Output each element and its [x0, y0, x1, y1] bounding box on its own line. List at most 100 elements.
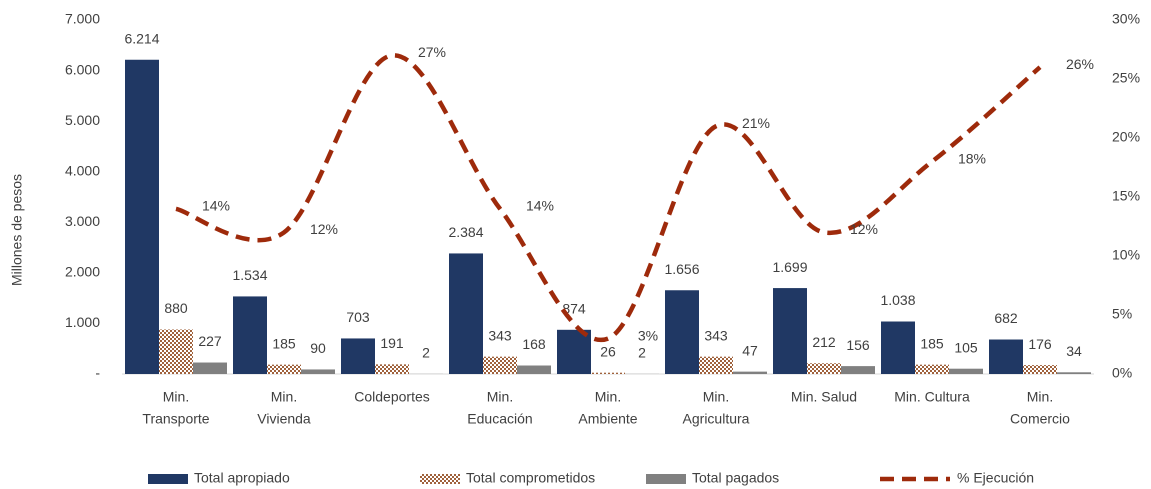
data-label: 343 [704, 327, 728, 343]
x-tick-label: Educación [467, 411, 532, 427]
data-label: 1.699 [772, 259, 807, 275]
data-label: 6.214 [124, 30, 159, 46]
data-label: 874 [562, 301, 586, 317]
data-label: 156 [846, 337, 870, 353]
data-label: 27% [418, 44, 446, 60]
data-label: 2 [422, 345, 430, 361]
data-label: 1.038 [880, 292, 915, 308]
data-label: 12% [310, 221, 338, 237]
legend-swatch [420, 474, 460, 484]
x-tick-label: Min. Salud [791, 389, 857, 405]
bar [267, 364, 301, 374]
data-label: 2 [638, 345, 646, 361]
y-tick-label: 4.000 [65, 162, 100, 178]
bar [1023, 365, 1057, 374]
y2-tick-label: 5% [1112, 306, 1132, 322]
data-label: 47 [742, 342, 758, 358]
bar [881, 321, 915, 374]
data-label: 2.384 [448, 224, 483, 240]
data-label: 26 [600, 343, 616, 359]
legend-label: % Ejecución [957, 470, 1034, 486]
bar [989, 339, 1023, 374]
bar [1057, 372, 1091, 374]
bar [557, 329, 591, 374]
x-tick-label: Min. Cultura [894, 389, 970, 405]
x-tick-label: Ambiente [578, 411, 637, 427]
x-tick-label: Min. [271, 389, 297, 405]
data-label: 14% [202, 198, 230, 214]
x-tick-label: Comercio [1010, 411, 1070, 427]
data-label: 1.656 [664, 261, 699, 277]
y-tick-label: 7.000 [65, 11, 100, 27]
bar [341, 338, 375, 374]
data-label: 191 [380, 335, 404, 351]
data-label: 185 [272, 335, 296, 351]
data-label: 227 [198, 333, 222, 349]
data-label: 14% [526, 198, 554, 214]
data-label: 343 [488, 327, 512, 343]
y2-tick-label: 20% [1112, 129, 1140, 145]
data-label: 185 [920, 335, 944, 351]
bar [193, 362, 227, 374]
bar [159, 329, 193, 374]
data-label: 212 [812, 334, 836, 350]
bar [233, 296, 267, 374]
legend-swatch [148, 474, 188, 484]
y-tick-label: 3.000 [65, 213, 100, 229]
bar [841, 366, 875, 374]
x-tick-label: Transporte [142, 411, 209, 427]
y-tick-label: 1.000 [65, 314, 100, 330]
legend-swatch [646, 474, 686, 484]
bar [773, 288, 807, 374]
bar [699, 356, 733, 374]
data-label: 168 [522, 336, 546, 352]
data-label: 1.534 [232, 267, 267, 283]
bar [915, 364, 949, 374]
x-tick-label: Min. [163, 389, 189, 405]
y2-tick-label: 15% [1112, 188, 1140, 204]
y-tick-label: 2.000 [65, 264, 100, 280]
bar [483, 356, 517, 374]
x-tick-label: Min. [703, 389, 729, 405]
data-label: 105 [954, 339, 978, 355]
y-tick-label: - [95, 365, 100, 381]
y-tick-label: 5.000 [65, 112, 100, 128]
data-label: 12% [850, 221, 878, 237]
bar [733, 371, 767, 374]
y2-tick-label: 25% [1112, 70, 1140, 86]
bar [517, 365, 551, 374]
bar [949, 368, 983, 374]
y2-tick-label: 0% [1112, 365, 1132, 381]
bar [375, 364, 409, 374]
legend-label: Total pagados [692, 470, 779, 486]
y-tick-label: 6.000 [65, 61, 100, 77]
x-tick-label: Min. [1027, 389, 1053, 405]
data-label: 26% [1066, 56, 1094, 72]
data-label: 34 [1066, 343, 1082, 359]
y-axis-label: Millones de pesos [9, 174, 25, 286]
data-label: 703 [346, 309, 370, 325]
x-tick-label: Vivienda [257, 411, 311, 427]
bar [125, 59, 159, 374]
x-tick-label: Coldeportes [354, 389, 430, 405]
bar [665, 290, 699, 374]
data-label: 18% [958, 150, 986, 166]
bar [807, 363, 841, 374]
bar [591, 372, 625, 374]
bar [301, 369, 335, 374]
y2-tick-label: 30% [1112, 11, 1140, 27]
data-label: 176 [1028, 336, 1052, 352]
y2-tick-label: 10% [1112, 247, 1140, 263]
x-tick-label: Min. [487, 389, 513, 405]
x-tick-label: Agricultura [683, 411, 750, 427]
legend-label: Total comprometidos [466, 470, 595, 486]
bar [449, 253, 483, 374]
data-label: 3% [638, 327, 658, 343]
data-label: 880 [164, 300, 188, 316]
data-label: 21% [742, 115, 770, 131]
line [175, 53, 1042, 343]
x-tick-label: Min. [595, 389, 621, 405]
data-label: 682 [994, 310, 1018, 326]
legend-label: Total apropiado [194, 470, 290, 486]
